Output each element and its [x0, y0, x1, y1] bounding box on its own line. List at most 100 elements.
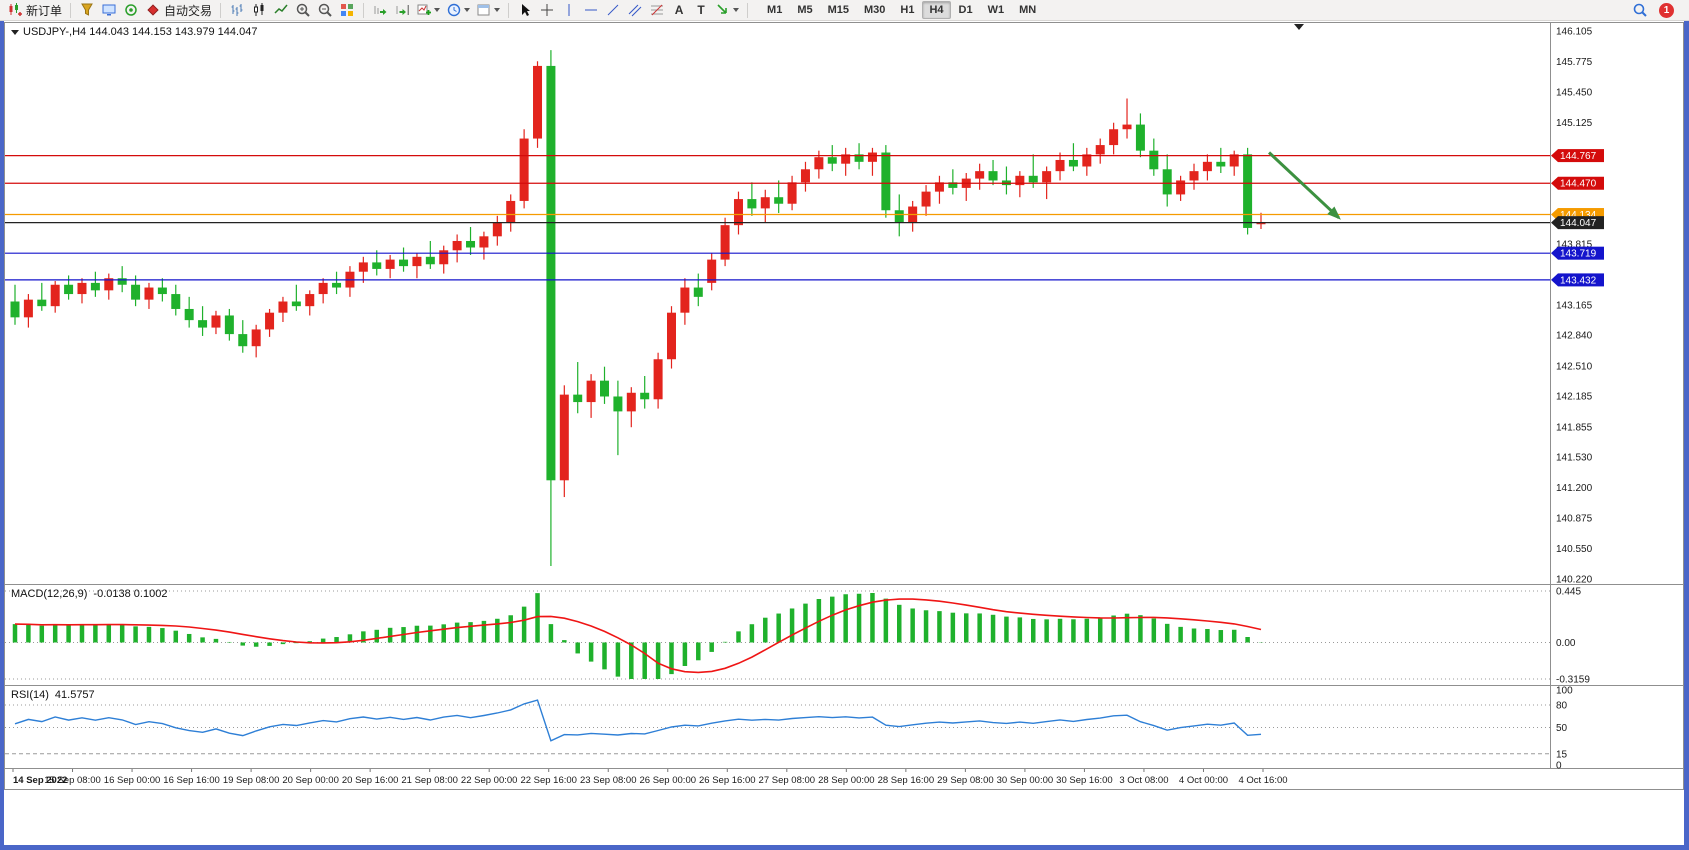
auto-scroll-button[interactable]	[370, 1, 390, 20]
bull-candle	[1082, 154, 1092, 167]
profiles-button[interactable]	[77, 1, 97, 20]
svg-text:22 Sep 00:00: 22 Sep 00:00	[461, 775, 518, 786]
bull-candle	[626, 392, 636, 412]
timeframe-m30[interactable]: M30	[864, 4, 886, 16]
bear-candle	[894, 210, 904, 223]
price-label-144.047	[1558, 216, 1604, 230]
window-frame-left	[0, 21, 4, 850]
bull-candle	[1109, 129, 1119, 146]
market-watch-button[interactable]	[99, 1, 119, 20]
search-button[interactable]	[1630, 1, 1650, 20]
svg-text:26 Sep 00:00: 26 Sep 00:00	[639, 775, 696, 786]
autotrading-button[interactable]: 自动交易	[143, 1, 214, 20]
text-label-tool-button[interactable]: T	[697, 3, 705, 17]
timeframe-m15[interactable]: M15	[827, 4, 849, 16]
svg-text:50: 50	[1556, 723, 1568, 734]
bear-candle	[1068, 159, 1078, 167]
notification-badge[interactable]: 1	[1659, 2, 1674, 18]
timeframe-h4[interactable]: H4	[922, 1, 951, 19]
trendline-tool-button[interactable]	[603, 1, 623, 20]
bull-candle	[77, 282, 87, 295]
zoom-in-button[interactable]	[293, 1, 313, 20]
chevron-down-icon	[494, 8, 501, 12]
horizontal-line-tool-button[interactable]	[581, 1, 601, 20]
timeframe-m5[interactable]: M5	[797, 4, 813, 16]
text-tool-button[interactable]: A	[674, 3, 684, 17]
svg-text:146.105: 146.105	[1556, 27, 1593, 38]
price-label-143.432	[1558, 273, 1604, 287]
toolbar-separator	[363, 2, 365, 18]
candlestick-chart-button[interactable]	[249, 1, 269, 20]
bear-candle	[747, 199, 757, 209]
fibonacci-tool-button[interactable]	[647, 1, 667, 20]
price-label-144.767	[1558, 149, 1604, 163]
bull-candle	[452, 240, 462, 251]
bull-candle	[1015, 175, 1025, 186]
bull-candle	[1202, 161, 1212, 172]
arrow-shape-icon	[717, 4, 727, 14]
zoom-out-button[interactable]	[315, 1, 335, 20]
svg-text:-0.3159: -0.3159	[1556, 675, 1590, 686]
tile-windows-button[interactable]	[337, 1, 357, 20]
indicators-button[interactable]	[414, 1, 442, 20]
chart-shift-marker[interactable]	[1294, 24, 1304, 30]
auto-scroll-icon	[374, 6, 387, 15]
bear-candle	[131, 284, 141, 300]
new-order-button[interactable]: 新订单	[5, 1, 64, 20]
timeframe-w1[interactable]: W1	[987, 4, 1005, 16]
bull-candle	[934, 182, 944, 192]
svg-text:14 Sep 2022: 14 Sep 2022	[13, 775, 67, 786]
rsi-line	[14, 699, 1262, 742]
bar-chart-button[interactable]	[227, 1, 247, 20]
chart-window[interactable]: USDJPY-,H4 144.043 144.153 143.979 144.0…	[4, 22, 1684, 790]
bull-candle	[305, 294, 315, 307]
price-label-144.470	[1558, 176, 1604, 190]
chart-shift-button[interactable]	[392, 1, 412, 20]
bull-candle	[867, 152, 877, 162]
chart-collapse-icon[interactable]	[11, 30, 19, 35]
bear-candle	[1243, 154, 1253, 228]
bear-candle	[425, 256, 435, 265]
chevron-down-icon	[464, 8, 471, 12]
timeframe-m1[interactable]: M1	[767, 4, 783, 16]
bull-candle	[533, 65, 543, 139]
bear-candle	[546, 65, 556, 481]
svg-text:19 Sep 08:00: 19 Sep 08:00	[223, 775, 280, 786]
price-label-arrow	[1551, 273, 1558, 287]
crosshair-tool-button[interactable]	[537, 1, 557, 20]
price-label-arrow	[1551, 246, 1558, 260]
trendline-icon	[607, 4, 619, 16]
svg-text:145.125: 145.125	[1556, 118, 1593, 129]
timeframe-h1[interactable]: H1	[900, 4, 915, 16]
shapes-tool-button[interactable]	[713, 1, 741, 20]
cursor-tool-button[interactable]	[515, 1, 535, 20]
svg-text:143.432: 143.432	[1560, 275, 1597, 286]
bear-candle	[640, 392, 650, 400]
chart-canvas[interactable]: 146.105 145.775 145.450 145.125 143.815 143.1…	[5, 23, 1683, 789]
bear-candle	[184, 308, 194, 321]
bull-candle	[506, 200, 516, 223]
bear-candle	[827, 157, 837, 164]
price-label-arrow	[1551, 216, 1558, 230]
trend-arrow[interactable]	[1268, 151, 1340, 219]
new-order-label: 新订单	[26, 3, 63, 18]
channel-tool-button[interactable]	[625, 1, 645, 20]
svg-text:16 Sep 16:00: 16 Sep 16:00	[163, 775, 220, 786]
signal-button[interactable]	[121, 1, 141, 20]
templates-button[interactable]	[474, 1, 502, 20]
svg-text:28 Sep 16:00: 28 Sep 16:00	[878, 775, 935, 786]
vertical-line-tool-button[interactable]	[559, 1, 579, 20]
bull-candle	[733, 199, 743, 226]
toolbar-separator	[508, 2, 510, 18]
periods-button[interactable]	[444, 1, 472, 20]
svg-text:80: 80	[1556, 701, 1568, 712]
bull-candle	[1055, 159, 1065, 172]
bull-candle	[1229, 154, 1239, 167]
bull-candle	[251, 329, 261, 347]
line-chart-button[interactable]	[271, 1, 291, 20]
bull-candle	[921, 191, 931, 207]
timeframe-mn[interactable]: MN	[1019, 4, 1037, 16]
timeframe-d1[interactable]: D1	[958, 4, 973, 16]
bear-candle	[881, 152, 891, 211]
bull-candle	[278, 301, 288, 313]
